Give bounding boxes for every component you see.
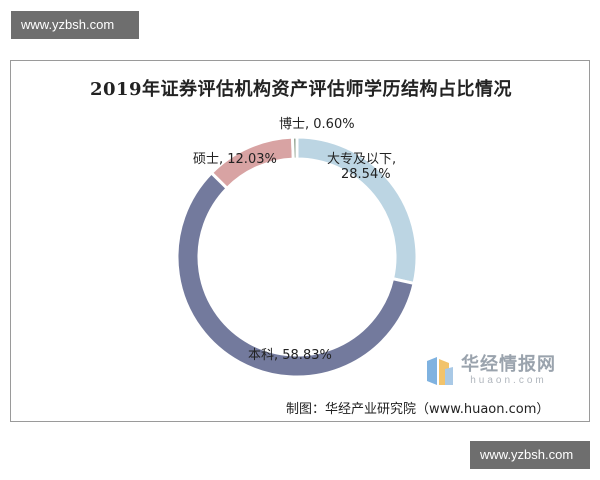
label-master: 硕士, 12.03% <box>193 152 277 167</box>
watermark-bottom: www.yzbsh.com <box>470 441 590 469</box>
label-phd: 博士, 0.60% <box>279 117 355 132</box>
huaon-logo: 华经情报网 huaon.com <box>425 355 556 387</box>
donut-chart <box>175 135 419 379</box>
label-college-line1: 大专及以下, <box>327 152 397 167</box>
chart-frame: 2019年证券评估机构资产评估师学历结构占比情况 博士, 0.60% 硕士, 1… <box>10 60 590 422</box>
label-bachelor: 本科, 58.83% <box>248 348 332 363</box>
chart-title: 2019年证券评估机构资产评估师学历结构占比情况 <box>89 79 513 100</box>
logo-en-text: huaon.com <box>470 375 547 386</box>
donut-slice-3 <box>290 135 299 161</box>
label-college-line2: 28.54% <box>341 167 391 182</box>
donut-slice-1 <box>175 170 416 379</box>
logo-cn-text: 华经情报网 <box>461 354 556 375</box>
watermark-top: www.yzbsh.com <box>11 11 139 39</box>
huaon-logo-icon <box>425 355 455 387</box>
source-note: 制图：华经产业研究院（www.huaon.com） <box>286 402 550 417</box>
